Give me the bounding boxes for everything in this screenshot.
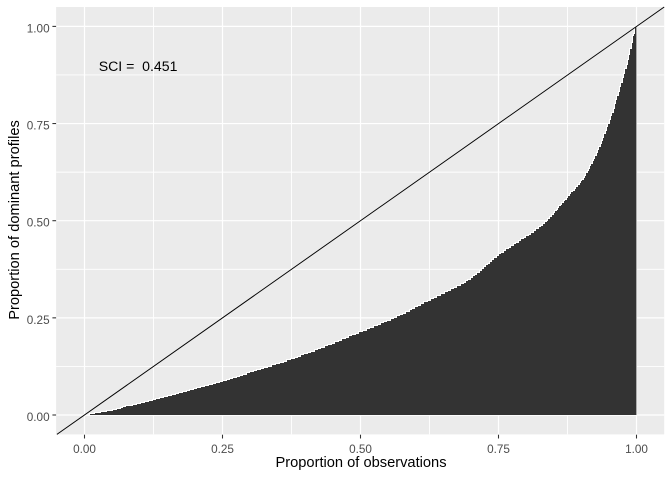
svg-text:0.25: 0.25 [27,314,50,327]
svg-text:0.75: 0.75 [27,119,50,132]
svg-text:0.75: 0.75 [487,443,510,456]
svg-text:0.00: 0.00 [27,411,50,424]
svg-text:Proportion of observations: Proportion of observations [275,455,446,471]
svg-text:1.00: 1.00 [27,22,50,35]
svg-text:Proportion of dominant profile: Proportion of dominant profiles [7,120,23,320]
svg-text:0.25: 0.25 [211,443,234,456]
svg-text:0.00: 0.00 [73,443,96,456]
svg-text:1.00: 1.00 [625,443,648,456]
svg-text:0.50: 0.50 [27,217,50,230]
svg-text:0.50: 0.50 [349,443,372,456]
svg-text:SCI = 0.451: SCI = 0.451 [99,58,178,74]
